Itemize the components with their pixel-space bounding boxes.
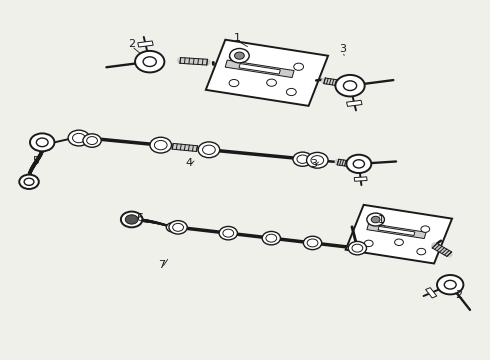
Circle shape — [223, 229, 234, 237]
Circle shape — [437, 275, 464, 294]
Polygon shape — [138, 41, 153, 47]
Text: 2: 2 — [455, 290, 463, 300]
Polygon shape — [367, 223, 426, 239]
Circle shape — [150, 137, 172, 153]
Text: 3: 3 — [339, 44, 346, 54]
Circle shape — [30, 134, 54, 151]
Circle shape — [394, 239, 403, 246]
Circle shape — [368, 218, 377, 224]
Circle shape — [198, 142, 220, 158]
Circle shape — [346, 155, 371, 173]
Circle shape — [83, 134, 101, 147]
Circle shape — [202, 145, 215, 154]
Circle shape — [219, 226, 238, 240]
Circle shape — [335, 75, 365, 96]
Circle shape — [121, 212, 143, 227]
Circle shape — [73, 134, 85, 143]
Circle shape — [36, 138, 48, 147]
Circle shape — [287, 89, 296, 96]
Text: 1: 1 — [378, 215, 385, 225]
Circle shape — [262, 231, 280, 245]
Circle shape — [125, 215, 138, 224]
Polygon shape — [426, 288, 437, 298]
Text: 5: 5 — [32, 156, 39, 166]
Text: 4: 4 — [185, 158, 193, 168]
Polygon shape — [206, 40, 328, 106]
Circle shape — [235, 52, 245, 59]
Circle shape — [135, 51, 164, 72]
Text: 6: 6 — [136, 213, 144, 222]
Circle shape — [229, 53, 239, 60]
Circle shape — [352, 244, 363, 252]
Circle shape — [367, 213, 385, 226]
Circle shape — [293, 152, 312, 166]
Polygon shape — [354, 177, 367, 181]
Circle shape — [307, 239, 318, 247]
Text: 2: 2 — [128, 39, 135, 49]
Circle shape — [154, 140, 167, 150]
Circle shape — [267, 79, 276, 86]
Circle shape — [364, 240, 373, 247]
Text: 1: 1 — [234, 33, 241, 43]
Circle shape — [348, 242, 367, 255]
Polygon shape — [225, 60, 294, 77]
Circle shape — [169, 221, 187, 234]
Polygon shape — [239, 64, 280, 74]
Text: 7: 7 — [158, 260, 166, 270]
Circle shape — [311, 156, 324, 165]
Circle shape — [294, 63, 303, 70]
Polygon shape — [346, 100, 362, 107]
Circle shape — [266, 234, 277, 242]
Circle shape — [297, 155, 308, 163]
Circle shape — [143, 57, 156, 67]
Circle shape — [444, 280, 456, 289]
Circle shape — [166, 223, 179, 232]
Polygon shape — [345, 205, 452, 264]
Circle shape — [421, 226, 430, 232]
Circle shape — [68, 130, 90, 146]
Circle shape — [417, 248, 426, 255]
Circle shape — [230, 49, 249, 63]
Polygon shape — [378, 226, 415, 235]
Circle shape — [172, 223, 183, 231]
Circle shape — [19, 175, 39, 189]
Circle shape — [229, 80, 239, 87]
Circle shape — [353, 160, 365, 168]
Circle shape — [87, 136, 98, 144]
Circle shape — [343, 81, 357, 90]
Text: 3: 3 — [310, 159, 317, 169]
Circle shape — [307, 152, 328, 168]
Circle shape — [371, 216, 380, 223]
Circle shape — [176, 224, 183, 229]
Circle shape — [303, 236, 322, 249]
Circle shape — [24, 178, 34, 185]
